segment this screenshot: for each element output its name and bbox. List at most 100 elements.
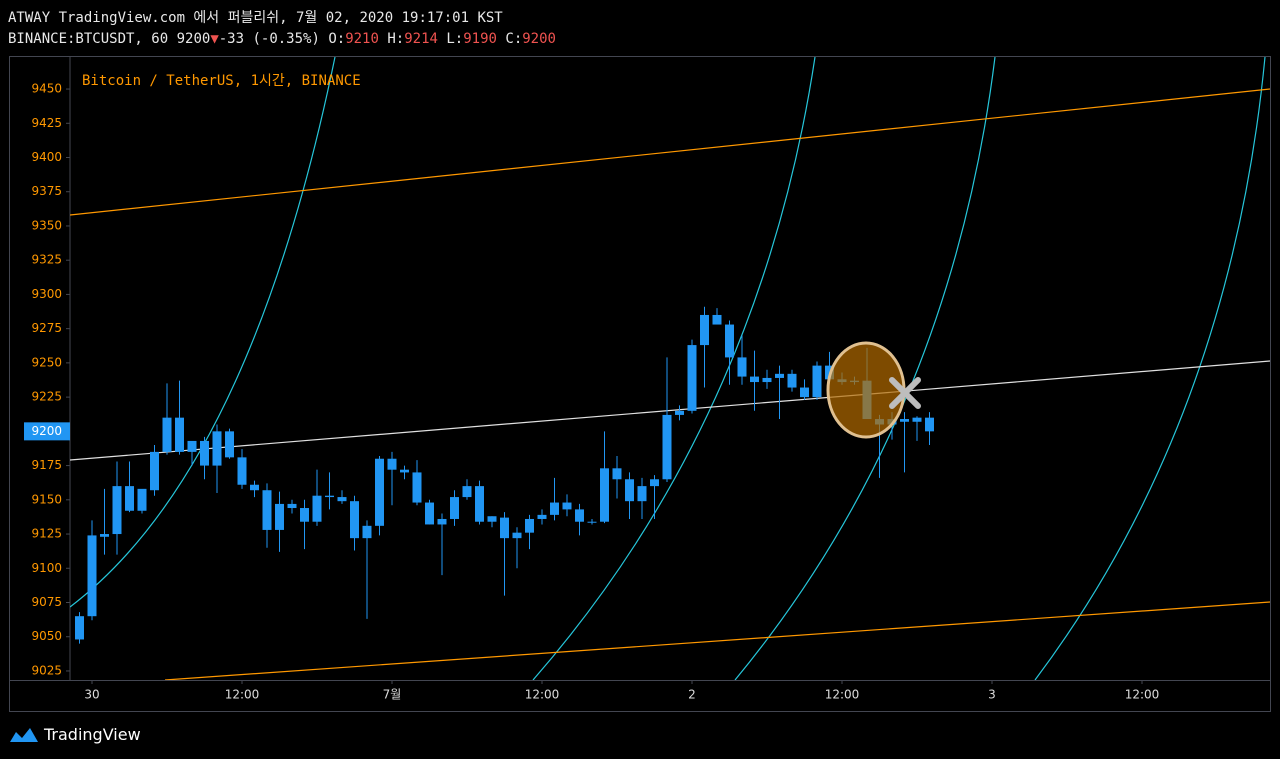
candle-body	[475, 486, 484, 522]
candle-body	[412, 472, 422, 503]
fib-arc	[532, 57, 816, 680]
candle-body	[762, 377, 772, 383]
candle-body	[225, 431, 234, 458]
candle-body	[100, 534, 109, 537]
x-tick-label: 12:00	[1125, 688, 1160, 702]
y-tick-label: 9275	[31, 321, 62, 335]
candle-body	[262, 490, 272, 530]
candle-body	[325, 495, 334, 498]
candle-body	[612, 468, 622, 480]
candle-body	[750, 376, 759, 383]
candle-body	[775, 373, 784, 378]
header-line2: BINANCE:BTCUSDT, 60 9200▼-33 (-0.35%) O:…	[8, 29, 556, 50]
candle-body	[162, 417, 172, 452]
y-tick-label: 9025	[31, 663, 62, 677]
y-tick-label: 9300	[31, 287, 62, 301]
candle-body	[387, 458, 397, 470]
last-price: 9200	[176, 31, 211, 47]
y-tick-label: 9250	[31, 355, 62, 369]
candle-body	[637, 486, 647, 502]
x-tick-label: 12:00	[825, 688, 860, 702]
x-tick-label: 30	[84, 688, 99, 702]
candle-body	[812, 365, 822, 398]
candle-body	[712, 314, 722, 325]
candle-body	[900, 419, 909, 422]
candle-body	[487, 516, 497, 522]
candle-body	[800, 387, 809, 398]
y-tick-label: 9225	[31, 390, 62, 404]
down-arrow: ▼	[210, 31, 219, 47]
chart-frame	[9, 56, 1271, 712]
candle-body	[550, 502, 559, 515]
last-price-label: 9200	[31, 424, 62, 438]
candle-body	[137, 488, 147, 511]
y-tick-label: 9450	[31, 82, 62, 96]
candle-body	[337, 497, 347, 502]
candle-body	[300, 508, 309, 522]
candle-body	[925, 417, 934, 432]
logo-icon	[10, 728, 38, 742]
o-label: O:	[328, 31, 346, 47]
last-price-tag	[24, 422, 70, 441]
y-tick-label: 9425	[31, 116, 62, 130]
candle-body	[600, 468, 609, 522]
trend-line	[70, 360, 1270, 461]
candle-body	[587, 521, 597, 523]
y-tick-label: 9050	[31, 629, 62, 643]
candle-body	[425, 502, 434, 525]
o-value: 9210	[345, 31, 379, 47]
candle-body	[700, 314, 709, 346]
y-tick-label: 9100	[31, 561, 62, 575]
x-tick-label: 2	[688, 688, 696, 702]
drawings	[70, 57, 1270, 680]
candle-body	[675, 410, 684, 415]
candle-body	[212, 431, 222, 466]
highlight-ellipse	[826, 341, 906, 439]
x-tick-label: 7월	[383, 688, 402, 702]
l-label: L:	[446, 31, 464, 47]
candle-body	[350, 501, 359, 539]
candle-body	[187, 440, 197, 452]
y-tick-label: 9125	[31, 527, 62, 541]
candle-body	[737, 357, 747, 377]
candle-body	[562, 502, 572, 510]
candle-body	[75, 616, 84, 640]
c-label: C:	[505, 31, 523, 47]
candle-body	[450, 497, 459, 519]
l-value: 9190	[463, 31, 497, 47]
candle-body	[625, 479, 634, 502]
chart-title: Bitcoin / TetherUS, 1시간, BINANCE	[82, 73, 361, 89]
candle-body	[287, 503, 297, 509]
y-tick-label: 9150	[31, 492, 62, 506]
symbol: BINANCE:BTCUSDT, 60	[8, 31, 169, 47]
candle-body	[437, 518, 447, 525]
y-tick-label: 9075	[31, 595, 62, 609]
candle-body	[125, 486, 134, 511]
candle-body	[912, 417, 922, 422]
candle-body	[662, 414, 672, 480]
candle-body	[87, 535, 97, 617]
candle-body	[500, 517, 509, 539]
candle-body	[237, 457, 247, 485]
candle-body	[787, 373, 797, 388]
change: -33 (-0.35%)	[218, 31, 320, 47]
channel-line	[70, 88, 1270, 216]
h-label: H:	[387, 31, 405, 47]
candle-body	[362, 525, 372, 539]
candle-body	[462, 486, 472, 498]
chart: Bitcoin / TetherUS, 1시간, BINANCE 9025 905…	[9, 56, 1271, 712]
h-value: 9214	[404, 31, 438, 47]
footer: TradingView	[8, 724, 141, 744]
candle-body	[512, 532, 522, 539]
candle-body	[175, 417, 184, 452]
cross-mark	[889, 377, 921, 409]
candle-body	[650, 479, 659, 487]
y-tick-label: 9400	[31, 150, 62, 164]
c-value: 9200	[522, 31, 556, 47]
fib-arc	[1034, 57, 1266, 680]
x-tick-label: 3	[988, 688, 996, 702]
y-tick-label: 9375	[31, 184, 62, 198]
channel-line	[164, 601, 1270, 680]
candle-body	[525, 518, 534, 533]
